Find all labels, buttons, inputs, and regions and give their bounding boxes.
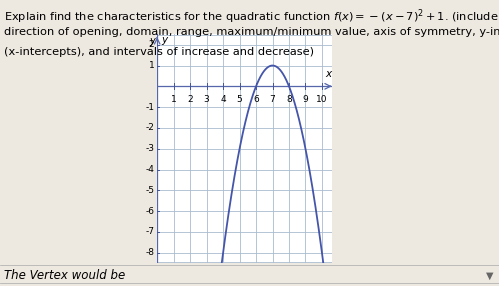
Text: 9: 9 bbox=[302, 95, 308, 104]
Text: 3: 3 bbox=[204, 95, 210, 104]
Text: -3: -3 bbox=[145, 144, 154, 153]
Text: -5: -5 bbox=[145, 186, 154, 195]
Text: 1: 1 bbox=[171, 95, 177, 104]
Text: ▼: ▼ bbox=[486, 270, 493, 280]
Text: 1: 1 bbox=[149, 61, 154, 70]
Text: 4: 4 bbox=[220, 95, 226, 104]
Text: -6: -6 bbox=[145, 206, 154, 216]
Text: 10: 10 bbox=[316, 95, 328, 104]
Text: direction of opening, domain, range, maximum/minimum value, axis of symmetry, y-: direction of opening, domain, range, max… bbox=[4, 27, 499, 37]
Text: 6: 6 bbox=[253, 95, 259, 104]
Text: -1: -1 bbox=[145, 103, 154, 112]
Text: (x-intercepts), and intervals of increase and decrease): (x-intercepts), and intervals of increas… bbox=[4, 47, 314, 57]
Text: 7: 7 bbox=[269, 95, 275, 104]
Text: -2: -2 bbox=[145, 124, 154, 132]
Text: x: x bbox=[325, 69, 331, 79]
Text: Explain find the characteristics for the quadratic function $f(x) =-(x-7)^{2}+1$: Explain find the characteristics for the… bbox=[4, 7, 499, 26]
Text: 5: 5 bbox=[237, 95, 243, 104]
Text: -7: -7 bbox=[145, 227, 154, 237]
Text: 2: 2 bbox=[187, 95, 193, 104]
Text: -8: -8 bbox=[145, 248, 154, 257]
Text: 2: 2 bbox=[149, 40, 154, 49]
Text: 8: 8 bbox=[286, 95, 292, 104]
Text: y: y bbox=[161, 35, 167, 45]
Text: The Vertex would be: The Vertex would be bbox=[4, 269, 125, 282]
Text: -4: -4 bbox=[145, 165, 154, 174]
Text: y: y bbox=[150, 36, 155, 46]
